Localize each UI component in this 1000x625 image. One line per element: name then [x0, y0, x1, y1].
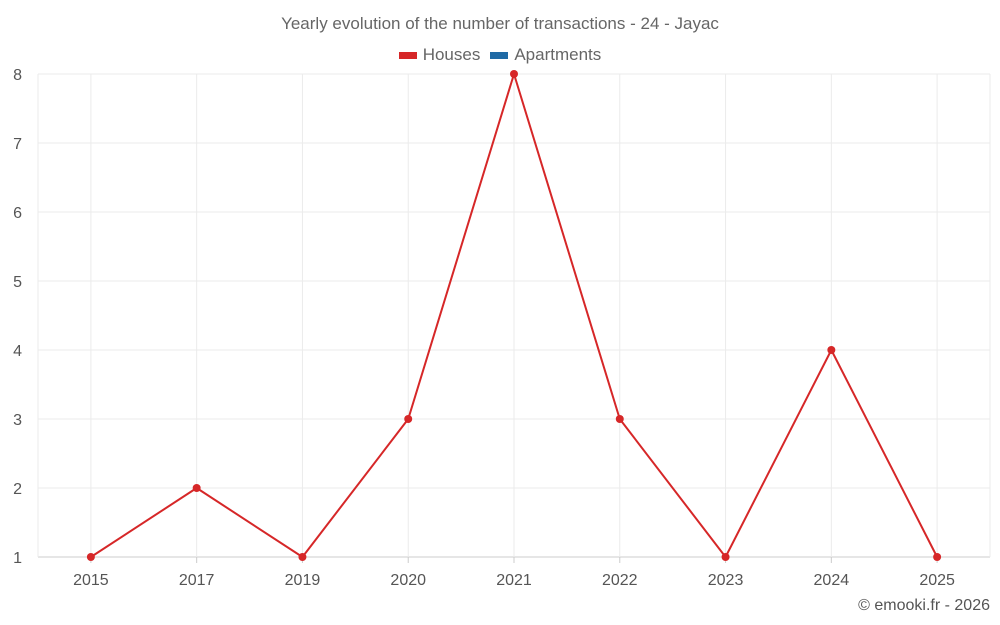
credit: © emooki.fr - 2026 [858, 597, 990, 614]
data-point [615, 415, 624, 423]
chart-title: Yearly evolution of the number of transa… [281, 14, 719, 33]
data-point [721, 553, 730, 561]
y-tick-label: 6 [13, 205, 22, 222]
y-tick-label: 4 [13, 343, 22, 360]
x-tick-label: 2023 [708, 572, 744, 589]
data-point [933, 553, 942, 561]
y-tick-label: 8 [13, 67, 22, 84]
legend: Houses Apartments [0, 45, 1000, 65]
y-tick-label: 1 [13, 550, 22, 567]
data-point [86, 553, 95, 561]
x-tick-label: 2019 [285, 572, 321, 589]
x-tick-label: 2024 [814, 572, 850, 589]
x-tick-label: 2021 [496, 572, 532, 589]
x-tick-label: 2015 [73, 572, 109, 589]
data-point [510, 70, 518, 78]
y-tick-label: 5 [13, 274, 22, 291]
legend-label-apartments: Apartments [514, 45, 602, 64]
x-tick-label: 2022 [602, 572, 638, 589]
data-point [298, 553, 307, 561]
houses-swatch [398, 51, 417, 59]
legend-item-apartments[interactable]: Apartments [490, 45, 601, 65]
legend-item-houses[interactable]: Houses [398, 45, 481, 65]
legend-label-houses: Houses [422, 45, 481, 64]
y-tick-label: 3 [13, 412, 22, 429]
x-tick-label: 2025 [919, 572, 955, 589]
y-tick-label: 2 [13, 481, 22, 498]
x-tick-label: 2017 [179, 572, 215, 589]
x-tick-label: 2020 [390, 572, 426, 589]
y-tick-label: 7 [13, 136, 22, 153]
data-point [827, 346, 836, 354]
apartments-swatch [490, 51, 509, 59]
data-point [192, 484, 201, 492]
data-point [404, 415, 413, 423]
